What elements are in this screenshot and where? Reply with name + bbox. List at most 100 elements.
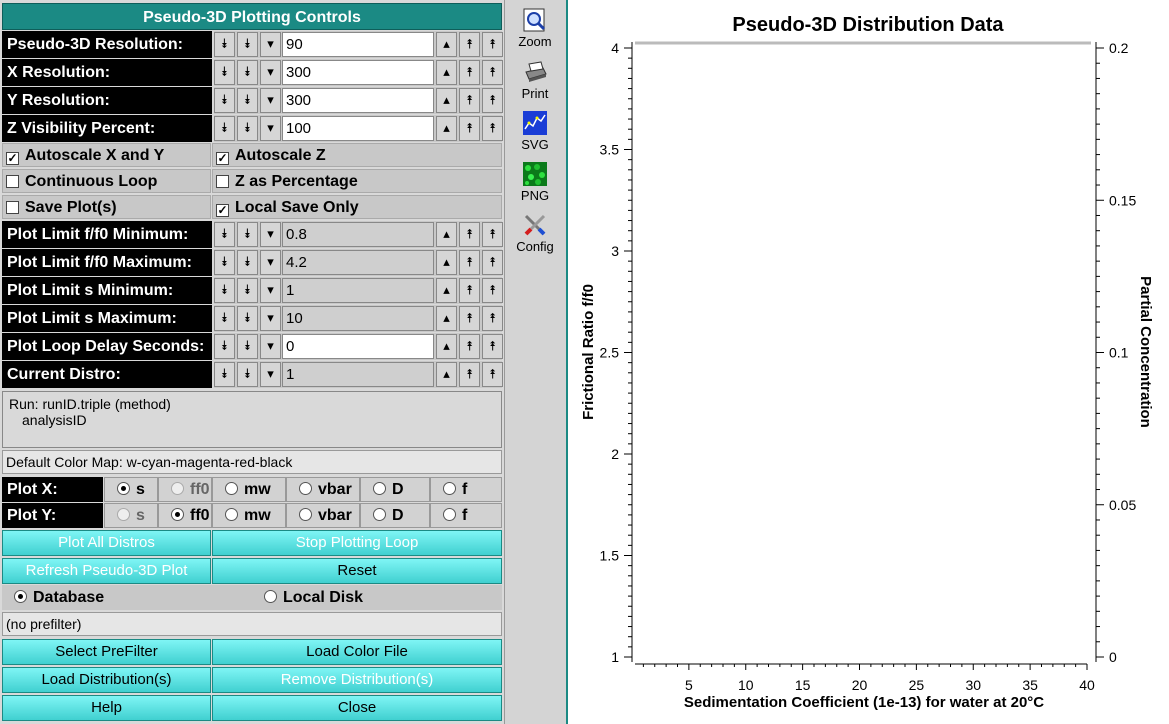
load-color-file-button[interactable]: Load Color File: [212, 639, 502, 665]
increment-medium-icon[interactable]: ⯭: [459, 306, 480, 331]
autoscale-xy-checkbox[interactable]: ✓ Autoscale X and Y: [2, 143, 211, 167]
decrement-medium-icon[interactable]: ⯯: [237, 222, 258, 247]
counter-value-input[interactable]: 100: [282, 116, 434, 141]
reset-button[interactable]: Reset: [212, 558, 502, 584]
increment-medium-icon[interactable]: ⯭: [459, 222, 480, 247]
z-percentage-checkbox[interactable]: Z as Percentage: [212, 169, 502, 193]
plot-x-option-mw[interactable]: mw: [212, 477, 286, 502]
increment-large-icon[interactable]: ⯭: [482, 306, 503, 331]
plot-x-option-f[interactable]: f: [430, 477, 502, 502]
decrement-large-icon[interactable]: ⯯: [214, 250, 235, 275]
local-disk-radio[interactable]: Local Disk: [252, 585, 502, 610]
increment-large-icon[interactable]: ⯭: [482, 222, 503, 247]
help-button[interactable]: Help: [2, 695, 211, 721]
print-tool[interactable]: Print: [505, 60, 565, 101]
decrement-medium-icon[interactable]: ⯯: [237, 32, 258, 57]
increment-large-icon[interactable]: ⯭: [482, 362, 503, 387]
increment-medium-icon[interactable]: ⯭: [459, 60, 480, 85]
plot-y-option-mw[interactable]: mw: [212, 503, 286, 528]
increment-large-icon[interactable]: ⯭: [482, 334, 503, 359]
autoscale-z-checkbox[interactable]: ✓ Autoscale Z: [212, 143, 502, 167]
decrement-small-icon[interactable]: ▾: [260, 116, 281, 141]
decrement-medium-icon[interactable]: ⯯: [237, 88, 258, 113]
decrement-small-icon[interactable]: ▾: [260, 60, 281, 85]
increment-large-icon[interactable]: ⯭: [482, 60, 503, 85]
plot-x-option-s[interactable]: s: [104, 477, 158, 502]
local-save-checkbox[interactable]: ✓ Local Save Only: [212, 195, 502, 219]
plot-y-option-ff0[interactable]: ff0: [158, 503, 212, 528]
increment-large-icon[interactable]: ⯭: [482, 116, 503, 141]
decrement-medium-icon[interactable]: ⯯: [237, 362, 258, 387]
close-button[interactable]: Close: [212, 695, 502, 721]
decrement-small-icon[interactable]: ▾: [260, 32, 281, 57]
decrement-large-icon[interactable]: ⯯: [214, 222, 235, 247]
decrement-small-icon[interactable]: ▾: [260, 88, 281, 113]
counter-value-input[interactable]: 90: [282, 32, 434, 57]
decrement-small-icon[interactable]: ▾: [260, 334, 281, 359]
decrement-medium-icon[interactable]: ⯯: [237, 278, 258, 303]
distribution-chart[interactable]: Pseudo-3D Distribution Data 5 10 15 20 25 30 3…: [568, 0, 1169, 724]
increment-medium-icon[interactable]: ⯭: [459, 362, 480, 387]
decrement-large-icon[interactable]: ⯯: [214, 116, 235, 141]
decrement-large-icon[interactable]: ⯯: [214, 32, 235, 57]
config-tool[interactable]: Config: [505, 213, 565, 254]
increment-small-icon[interactable]: ▴: [436, 222, 457, 247]
decrement-small-icon[interactable]: ▾: [260, 362, 281, 387]
increment-small-icon[interactable]: ▴: [436, 116, 457, 141]
increment-medium-icon[interactable]: ⯭: [459, 116, 480, 141]
decrement-large-icon[interactable]: ⯯: [214, 88, 235, 113]
increment-medium-icon[interactable]: ⯭: [459, 88, 480, 113]
increment-small-icon[interactable]: ▴: [436, 278, 457, 303]
increment-small-icon[interactable]: ▴: [436, 250, 457, 275]
plot-x-option-vbar[interactable]: vbar: [286, 477, 360, 502]
decrement-small-icon[interactable]: ▾: [260, 222, 281, 247]
counter-value-input[interactable]: 300: [282, 60, 434, 85]
svg-tool[interactable]: SVG: [505, 111, 565, 152]
database-radio[interactable]: Database: [2, 585, 252, 610]
increment-medium-icon[interactable]: ⯭: [459, 278, 480, 303]
load-distributions-button[interactable]: Load Distribution(s): [2, 667, 211, 693]
zoom-tool[interactable]: Zoom: [505, 8, 565, 49]
decrement-medium-icon[interactable]: ⯯: [237, 306, 258, 331]
plot-all-distros-button[interactable]: Plot All Distros: [2, 530, 211, 556]
increment-small-icon[interactable]: ▴: [436, 362, 457, 387]
plot-y-option-vbar[interactable]: vbar: [286, 503, 360, 528]
increment-large-icon[interactable]: ⯭: [482, 278, 503, 303]
decrement-small-icon[interactable]: ▾: [260, 250, 281, 275]
counter-label: Plot Limit f/f0 Minimum:: [2, 221, 212, 248]
increment-small-icon[interactable]: ▴: [436, 306, 457, 331]
counter-value-input[interactable]: 0: [282, 334, 434, 359]
decrement-large-icon[interactable]: ⯯: [214, 306, 235, 331]
plot-y-option-d[interactable]: D: [360, 503, 430, 528]
increment-medium-icon[interactable]: ⯭: [459, 334, 480, 359]
decrement-medium-icon[interactable]: ⯯: [237, 250, 258, 275]
save-plots-checkbox[interactable]: Save Plot(s): [2, 195, 211, 219]
decrement-medium-icon[interactable]: ⯯: [237, 116, 258, 141]
increment-small-icon[interactable]: ▴: [436, 60, 457, 85]
refresh-plot-button[interactable]: Refresh Pseudo-3D Plot: [2, 558, 211, 584]
continuous-loop-checkbox[interactable]: Continuous Loop: [2, 169, 211, 193]
decrement-large-icon[interactable]: ⯯: [214, 334, 235, 359]
plot-x-option-d[interactable]: D: [360, 477, 430, 502]
png-tool[interactable]: PNG: [505, 162, 565, 203]
increment-small-icon[interactable]: ▴: [436, 32, 457, 57]
decrement-medium-icon[interactable]: ⯯: [237, 60, 258, 85]
increment-small-icon[interactable]: ▴: [436, 334, 457, 359]
increment-medium-icon[interactable]: ⯭: [459, 32, 480, 57]
increment-large-icon[interactable]: ⯭: [482, 32, 503, 57]
plot-y-option-f[interactable]: f: [430, 503, 502, 528]
increment-large-icon[interactable]: ⯭: [482, 88, 503, 113]
increment-medium-icon[interactable]: ⯭: [459, 250, 480, 275]
decrement-large-icon[interactable]: ⯯: [214, 362, 235, 387]
increment-large-icon[interactable]: ⯭: [482, 250, 503, 275]
decrement-medium-icon[interactable]: ⯯: [237, 334, 258, 359]
decrement-large-icon[interactable]: ⯯: [214, 278, 235, 303]
increment-small-icon[interactable]: ▴: [436, 88, 457, 113]
remove-distributions-button[interactable]: Remove Distribution(s): [212, 667, 502, 693]
select-prefilter-button[interactable]: Select PreFilter: [2, 639, 211, 665]
decrement-large-icon[interactable]: ⯯: [214, 60, 235, 85]
counter-value-input[interactable]: 300: [282, 88, 434, 113]
decrement-small-icon[interactable]: ▾: [260, 306, 281, 331]
stop-plotting-loop-button[interactable]: Stop Plotting Loop: [212, 530, 502, 556]
decrement-small-icon[interactable]: ▾: [260, 278, 281, 303]
